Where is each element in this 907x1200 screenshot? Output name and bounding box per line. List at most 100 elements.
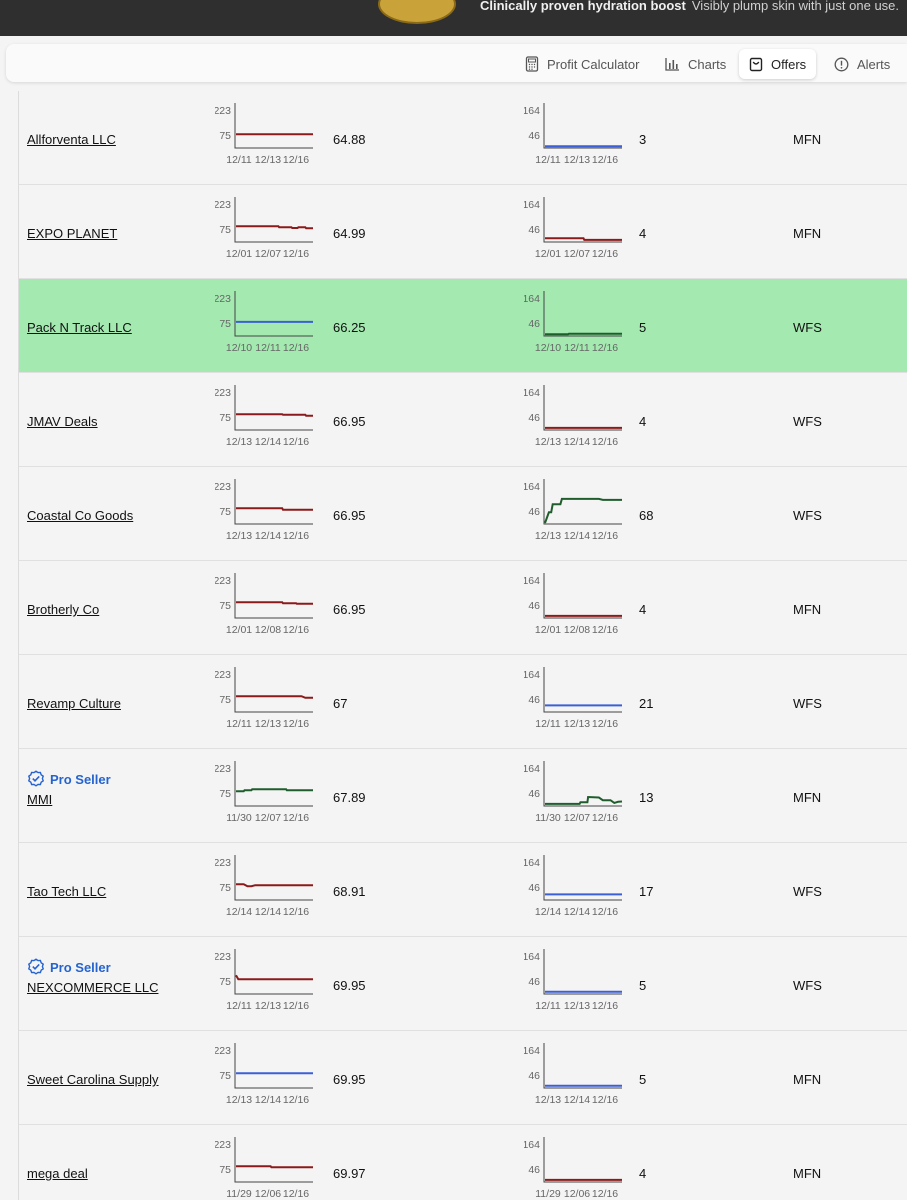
axis-line <box>234 573 313 619</box>
y-tick-label: 75 <box>219 506 231 518</box>
y-tick-label: 164 <box>524 199 540 211</box>
series-line <box>236 695 313 699</box>
seller-name-link[interactable]: MMI <box>27 792 53 807</box>
x-tick-label: 12/07 <box>255 248 281 260</box>
seller-name-link[interactable]: Coastal Co Goods <box>27 508 134 523</box>
x-tick-label: 12/14 <box>255 530 281 542</box>
axis-line <box>234 385 313 431</box>
stock-history-sparkline: 164 46 11/30 12/07 12/16 <box>524 761 623 824</box>
x-tick-label: 12/16 <box>283 1188 309 1200</box>
y-tick-label: 223 <box>215 105 231 117</box>
x-tick-label: 12/06 <box>564 1188 590 1200</box>
verified-badge-icon <box>27 958 45 975</box>
stock-count: 13 <box>639 790 654 805</box>
axis-line <box>543 949 622 995</box>
fulfillment-type: WFS <box>793 696 822 711</box>
x-tick-label: 12/08 <box>564 624 590 636</box>
x-tick-label: 12/14 <box>564 530 590 542</box>
price-history-sparkline: 223 75 12/10 12/11 12/16 <box>215 291 313 354</box>
y-tick-label: 75 <box>219 224 231 236</box>
series-line <box>545 237 622 241</box>
seller-name-link[interactable]: Revamp Culture <box>27 696 121 711</box>
x-tick-label: 12/14 <box>564 1094 590 1106</box>
stock-count: 4 <box>639 414 647 429</box>
offer-row[interactable]: Tao Tech LLC 223 75 12/14 12/14 12/16 68.91 164… <box>19 843 907 937</box>
stock-history-sparkline: 164 46 12/11 12/13 12/16 <box>524 949 622 1012</box>
x-tick-label: 12/16 <box>592 812 618 824</box>
ad-banner[interactable]: Clinically proven hydration boost Visibly… <box>0 0 907 36</box>
series-line <box>235 974 313 981</box>
stock-count: 21 <box>639 696 654 711</box>
offer-row[interactable]: mega deal 223 75 11/29 12/06 12/16 69.97 164 46 1… <box>19 1125 907 1200</box>
stock-history-sparkline: 164 46 11/29 12/06 12/16 <box>524 1137 622 1200</box>
y-tick-label: 75 <box>219 130 231 142</box>
x-tick-label: 11/29 <box>535 1188 561 1200</box>
offer-row[interactable]: EXPO PLANET 223 75 12/01 12/07 12/16 64.99 164 4… <box>19 185 907 279</box>
fulfillment-type: WFS <box>793 978 822 993</box>
offer-price: 69.95 <box>333 978 366 993</box>
offer-row[interactable]: JMAV Deals 223 75 12/13 12/14 12/16 66.95 164 46… <box>19 373 907 467</box>
y-tick-label: 164 <box>524 763 540 775</box>
tab-charts[interactable]: Charts <box>655 49 736 79</box>
tab-offers[interactable]: Offers <box>739 49 817 79</box>
price-history-sparkline: 223 75 12/01 12/08 12/16 <box>215 573 313 636</box>
stock-count: 4 <box>639 602 647 617</box>
y-tick-label: 75 <box>219 1070 231 1082</box>
x-tick-label: 12/16 <box>283 624 309 636</box>
stock-count: 5 <box>639 320 647 335</box>
fulfillment-type: WFS <box>793 320 822 335</box>
y-tick-label: 223 <box>215 575 231 587</box>
y-tick-label: 164 <box>524 1139 540 1151</box>
y-tick-label: 46 <box>528 130 540 142</box>
tab-profit-calculator[interactable]: Profit Calculator <box>515 49 649 79</box>
series-line <box>236 1165 313 1169</box>
series-line <box>236 601 313 605</box>
offer-row[interactable]: Allforventa LLC 223 75 12/11 12/13 12/16 64.88… <box>19 91 907 185</box>
seller-name-link[interactable]: EXPO PLANET <box>27 226 118 241</box>
offer-price: 67 <box>333 696 348 711</box>
ad-brand-logo <box>378 0 456 24</box>
y-tick-label: 164 <box>524 575 540 587</box>
x-tick-label: 12/11 <box>226 154 252 166</box>
seller-name-link[interactable]: JMAV Deals <box>27 414 98 429</box>
price-history-sparkline: 223 75 12/13 12/14 12/16 <box>215 385 313 448</box>
x-tick-label: 12/07 <box>564 812 590 824</box>
y-tick-label: 164 <box>524 105 540 117</box>
x-tick-label: 12/16 <box>592 1000 618 1012</box>
x-tick-label: 12/13 <box>564 154 590 166</box>
tab-label: Charts <box>688 56 727 72</box>
offer-row[interactable]: Pack N Track LLC 223 75 12/10 12/11 12/16 66.2… <box>19 279 907 373</box>
offer-row[interactable]: Sweet Carolina Supply 223 75 12/13 12/14 12/1… <box>19 1031 907 1125</box>
x-tick-label: 12/16 <box>592 248 618 260</box>
offer-row[interactable]: Brotherly Co 223 75 12/01 12/08 12/16 66.95 164… <box>19 561 907 655</box>
x-tick-label: 12/10 <box>226 342 252 354</box>
seller-name-link[interactable]: NEXCOMMERCE LLC <box>27 980 159 995</box>
offer-row[interactable]: Pro Seller MMI 223 75 11/30 12/07 12/16 67.89 16… <box>19 749 907 843</box>
y-tick-label: 46 <box>528 976 540 988</box>
tab-alerts[interactable]: Alerts <box>824 49 900 79</box>
x-tick-label: 12/16 <box>592 718 618 730</box>
seller-name-link[interactable]: mega deal <box>27 1166 88 1181</box>
seller-name-link[interactable]: Allforventa LLC <box>27 132 116 147</box>
fulfillment-type: WFS <box>793 884 822 899</box>
offer-row[interactable]: Pro Seller NEXCOMMERCE LLC 223 75 12/11 12/13… <box>19 937 907 1031</box>
offer-row[interactable]: Revamp Culture 223 75 12/11 12/13 12/16 67 164 4… <box>19 655 907 749</box>
series-line <box>545 795 623 805</box>
tab-label: Offers <box>771 56 807 72</box>
x-tick-label: 12/13 <box>226 436 252 448</box>
x-tick-label: 12/11 <box>255 342 281 354</box>
tab-label: Alerts <box>857 56 891 72</box>
x-tick-label: 12/16 <box>283 718 309 730</box>
fulfillment-type: MFN <box>793 1166 822 1181</box>
seller-name-link[interactable]: Brotherly Co <box>27 602 100 617</box>
alert-circle-icon <box>834 57 849 71</box>
y-tick-label: 223 <box>215 481 231 493</box>
ad-text: Clinically proven hydration boost Visibly… <box>480 0 899 14</box>
fulfillment-type: WFS <box>793 508 822 523</box>
x-tick-label: 12/14 <box>255 1094 281 1106</box>
seller-name-link[interactable]: Sweet Carolina Supply <box>27 1072 159 1087</box>
offer-row[interactable]: Coastal Co Goods 223 75 12/13 12/14 12/16 66.9… <box>19 467 907 561</box>
seller-name-link[interactable]: Pack N Track LLC <box>27 320 132 335</box>
seller-name-link[interactable]: Tao Tech LLC <box>27 884 107 899</box>
